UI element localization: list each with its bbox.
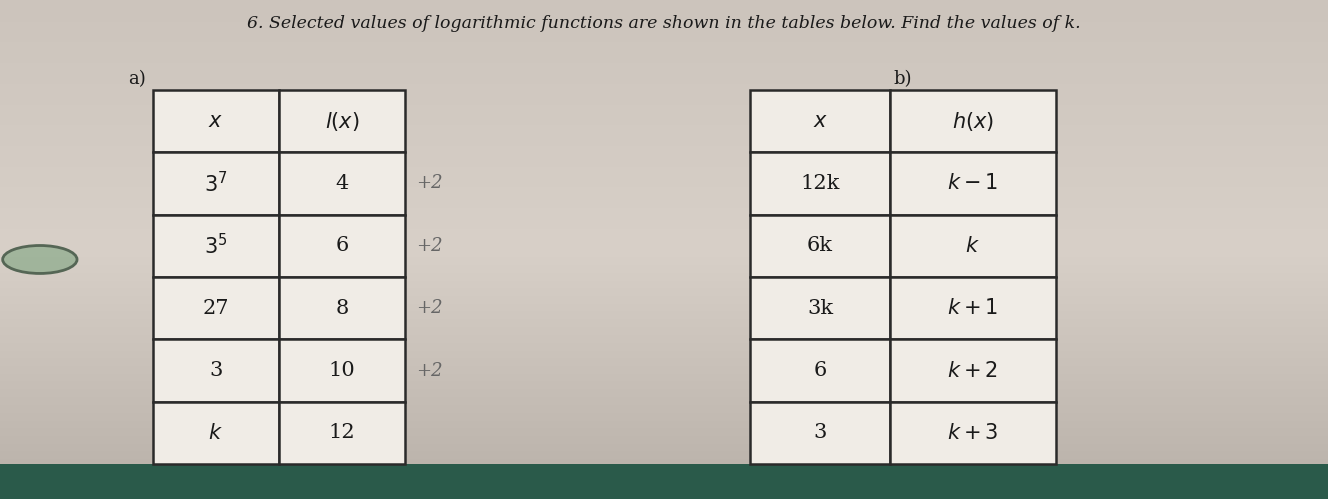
Text: $3^7$: $3^7$ [205,171,227,196]
Bar [750,90,890,152]
Text: 6: 6 [814,361,826,380]
Bar [890,402,1056,464]
Text: $k+3$: $k+3$ [947,423,999,443]
Bar [750,339,890,402]
Bar [890,215,1056,277]
Text: 3: 3 [813,423,827,443]
Text: 3: 3 [208,361,223,380]
Text: 10: 10 [328,361,356,380]
Text: 6. Selected values of logarithmic functions are shown in the tables below. Find : 6. Selected values of logarithmic functi… [247,15,1081,32]
Text: $k-1$: $k-1$ [947,173,999,194]
Bar [153,339,279,402]
Bar [750,215,890,277]
Bar [890,90,1056,152]
Text: +2: +2 [416,237,442,255]
Text: 4: 4 [336,174,348,193]
Text: +2: +2 [416,361,442,380]
Text: $k$: $k$ [208,423,223,443]
Circle shape [3,246,77,273]
Text: $k$: $k$ [965,236,980,256]
Text: 6k: 6k [807,236,833,255]
Bar [890,152,1056,215]
Text: 8: 8 [336,298,348,318]
Bar [750,152,890,215]
Text: 3k: 3k [807,298,833,318]
Text: 27: 27 [203,298,228,318]
Text: $l(x)$: $l(x)$ [324,109,360,133]
Bar [0,464,1328,499]
Bar [153,277,279,339]
Bar [750,402,890,464]
Text: $x$: $x$ [813,111,827,131]
Bar [153,215,279,277]
Bar [750,277,890,339]
Bar [153,152,279,215]
Text: 6: 6 [336,236,348,255]
Text: +2: +2 [416,299,442,317]
Bar [890,277,1056,339]
Text: $3^5$: $3^5$ [205,233,227,258]
Bar [153,402,279,464]
Text: $x$: $x$ [208,111,223,131]
Bar [279,215,405,277]
Text: $k+2$: $k+2$ [947,360,999,381]
Text: 12: 12 [328,423,356,443]
Text: +2: +2 [416,174,442,193]
Bar [279,90,405,152]
Bar [279,339,405,402]
Text: 12k: 12k [801,174,839,193]
Text: a): a) [129,70,146,88]
Text: b): b) [894,70,912,88]
Bar [279,152,405,215]
Text: $k+1$: $k+1$ [947,298,999,318]
Bar [279,402,405,464]
Text: $h(x)$: $h(x)$ [952,109,993,133]
Bar [890,339,1056,402]
Bar [153,90,279,152]
Bar [279,277,405,339]
